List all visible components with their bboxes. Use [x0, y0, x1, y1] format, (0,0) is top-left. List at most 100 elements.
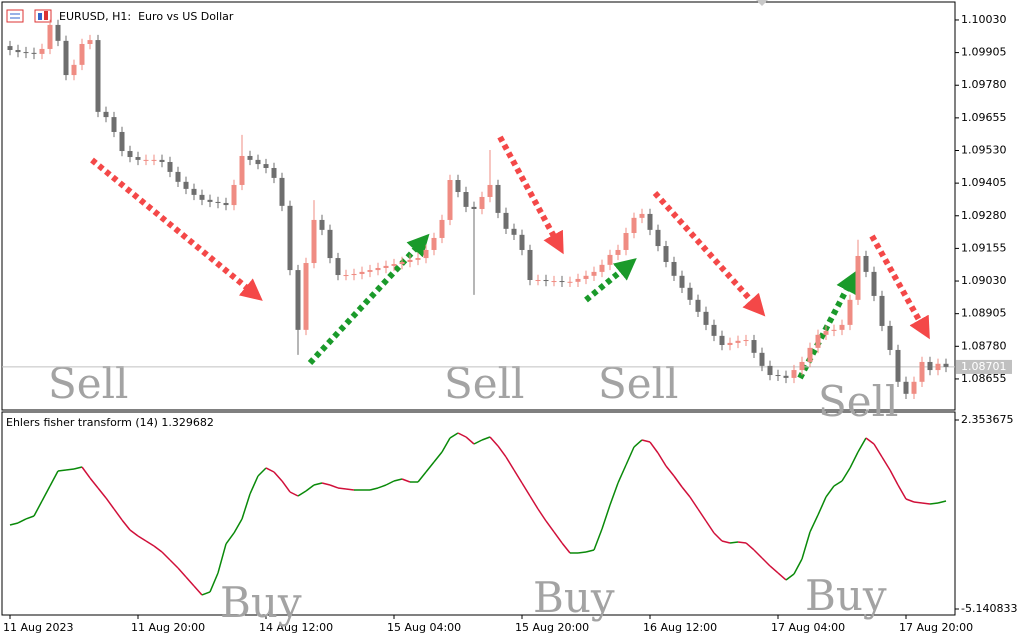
x-tick-label: 11 Aug 2023 [3, 621, 73, 634]
indicator-segment [169, 559, 179, 569]
candle-body [303, 263, 309, 330]
indicator-segment [737, 541, 747, 544]
indicator-segment [673, 475, 683, 488]
candle-body [415, 258, 421, 260]
x-tick-label: 15 Aug 20:00 [515, 621, 589, 634]
candle-body [591, 271, 597, 276]
candle-body [135, 157, 141, 160]
candle-body [223, 202, 229, 206]
candle-body [407, 259, 413, 262]
candle-body [695, 299, 701, 312]
candle-body [767, 365, 773, 376]
candle-body [623, 232, 629, 250]
y-tick-label: 1.09655 [961, 111, 1007, 124]
candle-body [239, 155, 245, 185]
candle-body [671, 261, 677, 276]
indicator-panel [1, 411, 956, 616]
indicator-segment [705, 520, 715, 534]
indicator-segment [81, 466, 91, 479]
y-tick-label: 1.09405 [961, 176, 1007, 189]
indicator-segment [881, 456, 891, 471]
indicator-segment [177, 567, 187, 578]
indicator-segment [241, 493, 251, 520]
candle-body [423, 249, 429, 259]
indicator-segment [393, 478, 403, 482]
y-tick-label: 1.08905 [961, 307, 1007, 320]
candle-body [871, 271, 877, 296]
candle-body [615, 249, 621, 255]
y-tick-label: 1.09780 [961, 78, 1007, 91]
symbol-icons [6, 9, 52, 23]
candle-body [863, 255, 869, 272]
indicator-segment [609, 482, 619, 506]
indicator-segment [313, 482, 323, 486]
candle-body [207, 199, 213, 202]
candle-body [879, 295, 885, 326]
indicator-segment [529, 495, 539, 510]
candle-body [7, 46, 13, 50]
candle-body [887, 325, 893, 350]
indicator-segment [625, 446, 635, 466]
indicator-segment [225, 532, 235, 545]
indicator-segment [889, 469, 899, 486]
candle-body [71, 64, 77, 76]
indicator-segment [33, 500, 43, 517]
x-tick-label: 15 Aug 04:00 [387, 621, 461, 634]
candle-body [199, 194, 205, 200]
candle-body [743, 340, 749, 342]
indicator-segment [617, 464, 627, 484]
indicator-segment [785, 573, 795, 581]
icon-bar [44, 11, 48, 20]
indicator-segment [825, 485, 835, 498]
indicator-segment [89, 477, 99, 489]
indicator-segment [97, 487, 107, 499]
candle-body [119, 131, 125, 152]
candle-body [23, 52, 29, 54]
indicator-segment [873, 443, 883, 458]
candle-body [471, 206, 477, 209]
indicator-segment [17, 518, 27, 524]
candle-body [343, 275, 349, 277]
indicator-segment [561, 542, 571, 554]
signal-label: Buy [533, 573, 615, 622]
candle-body [559, 281, 565, 283]
candle-body [527, 249, 533, 280]
candle-body [47, 24, 53, 49]
y-tick-label: 1.10030 [961, 13, 1007, 26]
y-tick-label: 1.09530 [961, 144, 1007, 157]
sell-arrow [652, 191, 766, 317]
candle-body [367, 270, 373, 272]
icon-bar [38, 13, 42, 20]
candle-body [447, 180, 453, 220]
indicator-segment [857, 437, 867, 453]
candle-body [503, 212, 509, 229]
indicator-segment [585, 549, 595, 553]
indicator-segment [465, 436, 475, 445]
indicator-segment [897, 484, 907, 500]
y-tick-label: 1.09030 [961, 274, 1007, 287]
candle-body [919, 361, 925, 382]
indicator-segment [721, 540, 731, 544]
candle-body [751, 340, 757, 353]
y-tick-label: 1.08655 [961, 372, 1007, 385]
candle-body [647, 213, 653, 230]
indicator-segment [113, 508, 123, 521]
candle-body [535, 279, 541, 281]
candle-body [351, 273, 357, 276]
indicator-segment [473, 439, 483, 445]
candle-body [311, 219, 317, 264]
candle-body [271, 167, 277, 178]
candle-body [439, 219, 445, 238]
indicator-segment [513, 469, 523, 484]
candle-body [831, 329, 837, 331]
indicator-segment [217, 543, 227, 574]
candle-body [719, 335, 725, 345]
indicator-segment [641, 439, 651, 443]
candle-body [903, 381, 909, 394]
indicator-title: Ehlers fisher transform (14) 1.329682 [6, 416, 214, 429]
candle-body [823, 330, 829, 335]
indicator-segment [593, 528, 603, 551]
indicator-segment [601, 504, 611, 530]
